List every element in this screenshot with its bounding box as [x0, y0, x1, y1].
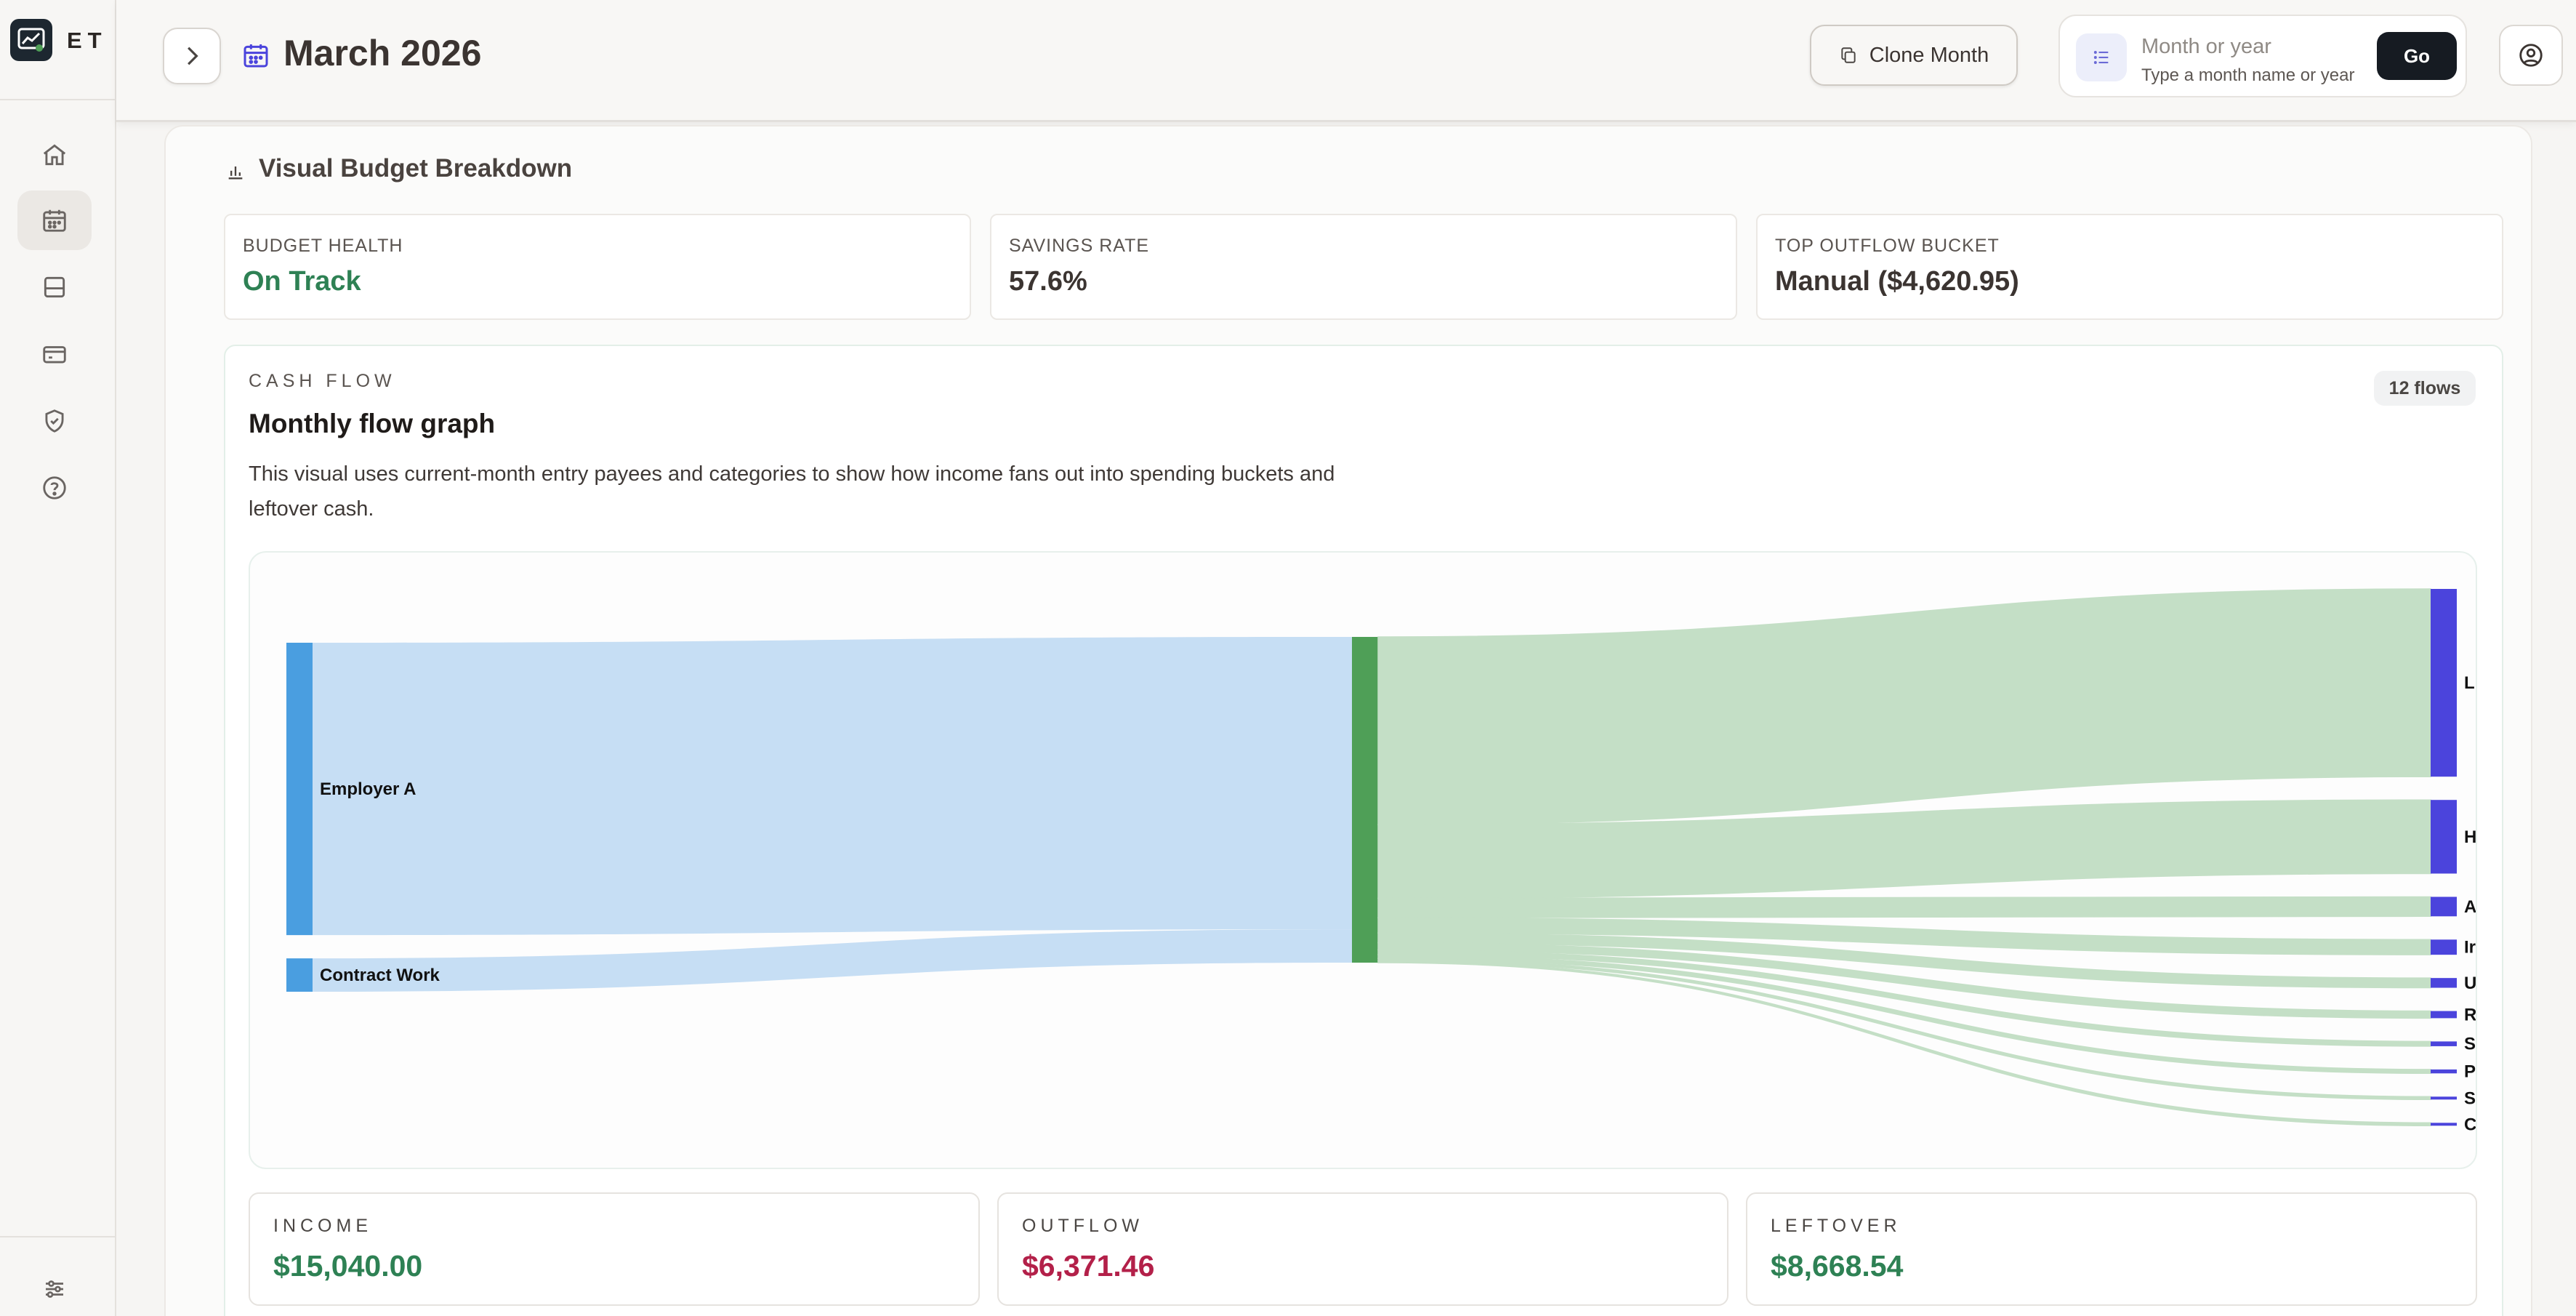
sankey-node-target-3: [2431, 939, 2457, 955]
sankey-label-target-2: A: [2464, 897, 2476, 917]
stat-value: 57.6%: [1009, 266, 1087, 297]
stat-card-top-outflow: TOP OUTFLOW BUCKET Manual ($4,620.95): [1756, 214, 2503, 320]
total-label: INCOME: [273, 1216, 372, 1236]
cash-flow-eyebrow: CASH FLOW: [249, 371, 396, 391]
month-search-box: Type a month name or year Go: [2058, 15, 2467, 97]
sankey-node-target-8: [2431, 1096, 2457, 1100]
cash-flow-title: Monthly flow graph: [249, 409, 496, 438]
sankey-node-target-1: [2431, 800, 2457, 874]
sankey-label-target-1: H: [2464, 827, 2476, 847]
top-header: March 2026 Clone Month Type a month name…: [116, 0, 2576, 122]
sidebar-item-ledger[interactable]: [17, 257, 92, 317]
sliders-icon: [46, 1280, 63, 1298]
total-value: $15,040.00: [273, 1249, 423, 1283]
sankey-node-target-7: [2431, 1069, 2457, 1074]
total-card-leftover: LEFTOVER $8,668.54: [1746, 1192, 2477, 1306]
total-value: $8,668.54: [1771, 1249, 1904, 1283]
sankey-node-source-0: [286, 643, 313, 936]
sankey-node-target-5: [2431, 1011, 2457, 1019]
sankey-link-target-9: [1377, 960, 2431, 1127]
clone-month-label: Clone Month: [1869, 43, 1989, 67]
section-title: Visual Budget Breakdown: [259, 154, 573, 182]
toggle-sidebar-button[interactable]: [163, 28, 221, 84]
sidebar-item-home[interactable]: [17, 125, 92, 185]
sankey-node-hub: [1352, 637, 1378, 963]
sankey-label-target-0: L: [2464, 673, 2475, 693]
sankey-link-source-1: [313, 929, 1352, 992]
app-logo[interactable]: [10, 19, 52, 61]
sankey-label-target-7: P: [2464, 1062, 2476, 1082]
copy-icon: [1841, 47, 1856, 63]
sankey-label-target-6: S: [2464, 1035, 2476, 1054]
home-icon: [43, 144, 66, 166]
calendar-icon: [243, 44, 268, 68]
sankey-node-target-4: [2431, 978, 2457, 988]
stat-value: On Track: [243, 266, 361, 297]
page-title: March 2026: [283, 33, 482, 73]
stat-label: SAVINGS RATE: [1009, 236, 1150, 256]
sankey-link-target-7: [1377, 954, 2431, 1075]
sankey-node-target-6: [2431, 1041, 2457, 1046]
month-search-input[interactable]: [2141, 35, 2374, 59]
total-card-outflow: OUTFLOW $6,371.46: [997, 1192, 1728, 1306]
sidebar-divider: [0, 99, 116, 100]
ledger-icon: [44, 276, 65, 298]
list-icon: [2093, 51, 2109, 64]
sankey-label-target-5: R: [2464, 1005, 2476, 1024]
clone-month-button[interactable]: Clone Month: [1810, 25, 2018, 86]
stat-label: TOP OUTFLOW BUCKET: [1775, 236, 2000, 256]
month-search-hint: Type a month name or year: [2141, 65, 2355, 85]
sidebar-item-calendar[interactable]: [17, 190, 92, 250]
user-circle-icon: [2519, 44, 2543, 67]
sankey-link-source-0: [313, 637, 1352, 936]
sankey-node-source-1: [286, 958, 313, 992]
sankey-link-target-2: [1377, 896, 2431, 919]
sankey-label-target-8: S: [2464, 1088, 2476, 1108]
sidebar-item-security[interactable]: [17, 391, 92, 451]
chart-logo-icon: [17, 28, 45, 52]
total-value: $6,371.46: [1022, 1249, 1155, 1283]
credit-card-icon: [43, 346, 66, 364]
sankey-label-source-0: Employer A: [320, 779, 416, 799]
total-label: LEFTOVER: [1771, 1216, 1901, 1236]
sankey-node-target-9: [2431, 1123, 2457, 1126]
bar-chart-icon: [228, 166, 243, 180]
sankey-label-target-4: U: [2464, 974, 2476, 993]
total-label: OUTFLOW: [1022, 1216, 1143, 1236]
user-menu-button[interactable]: [2499, 25, 2563, 86]
list-badge: [2076, 33, 2127, 81]
sankey-link-target-0: [1377, 588, 2431, 825]
sankey-label-target-9: C: [2464, 1115, 2476, 1134]
help-icon: [43, 476, 66, 499]
sankey-node-target-2: [2431, 896, 2457, 917]
total-card-income: INCOME $15,040.00: [249, 1192, 980, 1306]
app-logo-text: ET: [67, 28, 108, 53]
sidebar-settings-button[interactable]: [17, 1259, 92, 1316]
stat-card-savings-rate: SAVINGS RATE 57.6%: [990, 214, 1737, 320]
stat-value: Manual ($4,620.95): [1775, 266, 2019, 297]
stat-card-budget-health: BUDGET HEALTH On Track: [224, 214, 971, 320]
go-button[interactable]: Go: [2377, 32, 2457, 80]
sidebar-item-help[interactable]: [17, 458, 92, 518]
sankey-label-source-1: Contract Work: [320, 966, 440, 985]
shield-check-icon: [45, 409, 64, 433]
calendar-icon: [43, 209, 66, 232]
flows-count-badge: 12 flows: [2374, 371, 2476, 406]
sankey-node-target-0: [2431, 589, 2457, 777]
sidebar-bottom-divider: [0, 1236, 116, 1237]
sidebar: ET: [0, 0, 116, 1316]
stat-label: BUDGET HEALTH: [243, 236, 403, 256]
chevron-right-icon: [188, 47, 198, 65]
sidebar-item-cards[interactable]: [17, 324, 92, 384]
sankey-link-target-8: [1377, 958, 2431, 1101]
sankey-label-target-3: Ir: [2464, 938, 2476, 958]
cash-flow-description: This visual uses current-month entry pay…: [249, 462, 1335, 521]
